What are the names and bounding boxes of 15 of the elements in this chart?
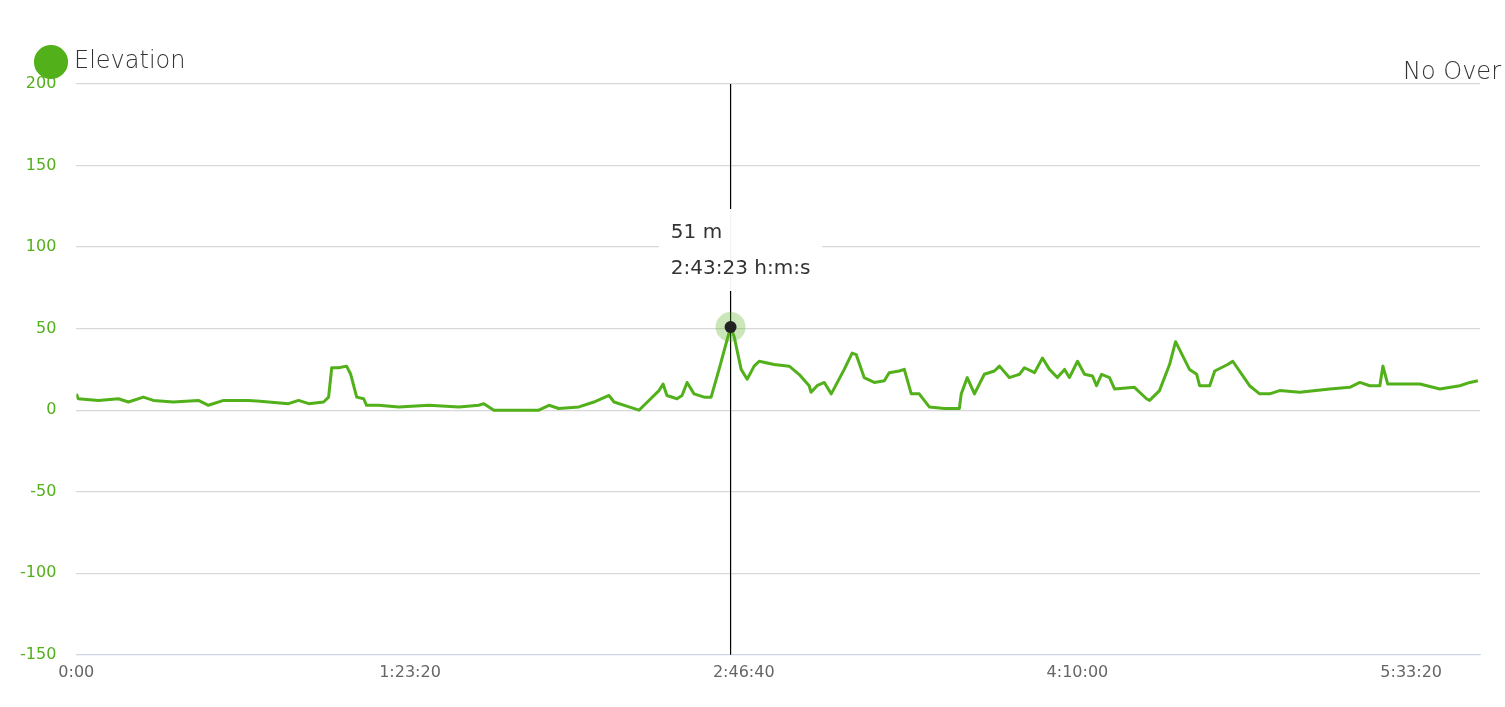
annotation: No Over [1403,57,1502,86]
y-tick-label: 100 [25,236,57,256]
x-tick-label: 1:23:20 [379,661,441,681]
legend-label: Elevation [74,46,186,75]
y-tick-label: -150 [20,643,57,663]
x-tick-label: 5:33:20 [1380,661,1443,681]
y-tick-label: -50 [30,480,57,500]
x-tick-label: 4:10:00 [1046,661,1109,681]
x-tick-label: 0:00 [58,661,95,681]
y-tick-label: 0 [46,399,57,419]
y-tick-label: -100 [20,562,57,582]
x-tick-label: 2:46:40 [712,661,775,681]
y-tick-label: 150 [25,154,57,174]
annotation: 51 m 2:43:23 h:m:s [670,219,811,280]
y-tick-label: 50 [35,317,57,337]
